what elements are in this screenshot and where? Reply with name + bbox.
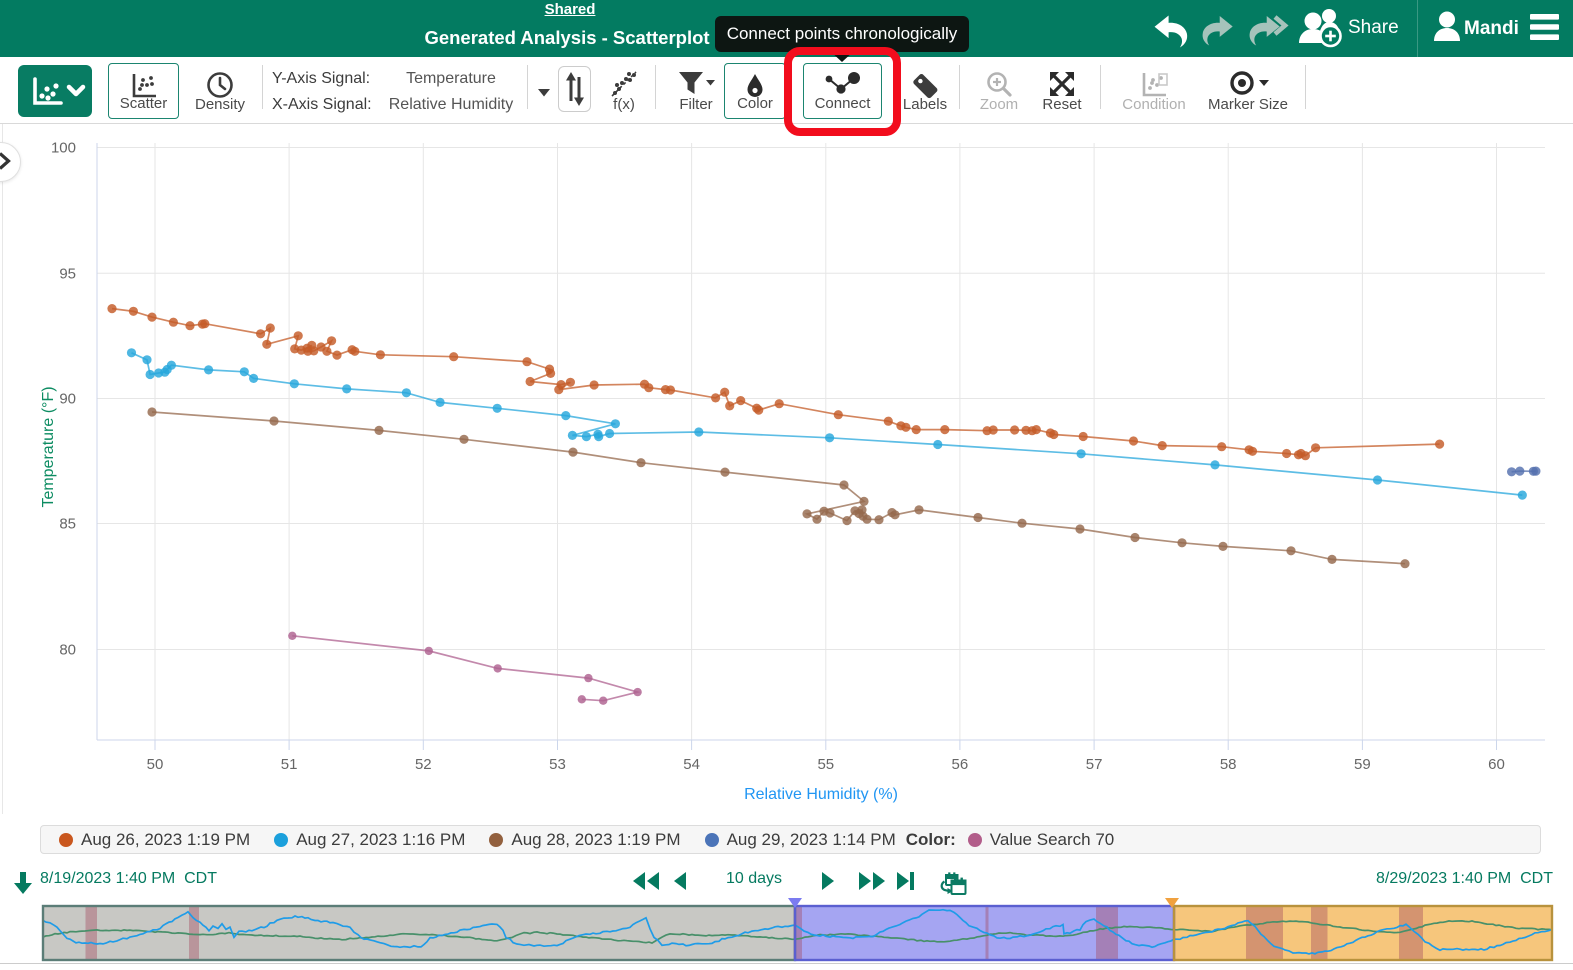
svg-text:57: 57 bbox=[1086, 756, 1103, 773]
svg-text:80: 80 bbox=[59, 642, 76, 659]
svg-text:50: 50 bbox=[147, 756, 164, 773]
svg-text:52: 52 bbox=[415, 756, 432, 773]
svg-text:53: 53 bbox=[549, 756, 566, 773]
svg-text:Relative Humidity (%): Relative Humidity (%) bbox=[744, 786, 898, 803]
svg-text:55: 55 bbox=[817, 756, 834, 773]
svg-text:58: 58 bbox=[1220, 756, 1237, 773]
svg-text:Temperature (°F): Temperature (°F) bbox=[40, 386, 57, 507]
svg-text:100: 100 bbox=[51, 140, 76, 157]
svg-text:56: 56 bbox=[952, 756, 969, 773]
svg-text:59: 59 bbox=[1354, 756, 1371, 773]
svg-text:51: 51 bbox=[281, 756, 298, 773]
svg-text:85: 85 bbox=[59, 516, 76, 533]
svg-text:90: 90 bbox=[59, 391, 76, 408]
svg-text:Mandi: Mandi bbox=[1464, 18, 1519, 39]
svg-text:Share: Share bbox=[1348, 17, 1399, 38]
svg-text:95: 95 bbox=[59, 265, 76, 282]
svg-text:60: 60 bbox=[1488, 756, 1505, 773]
svg-text:54: 54 bbox=[683, 756, 700, 773]
